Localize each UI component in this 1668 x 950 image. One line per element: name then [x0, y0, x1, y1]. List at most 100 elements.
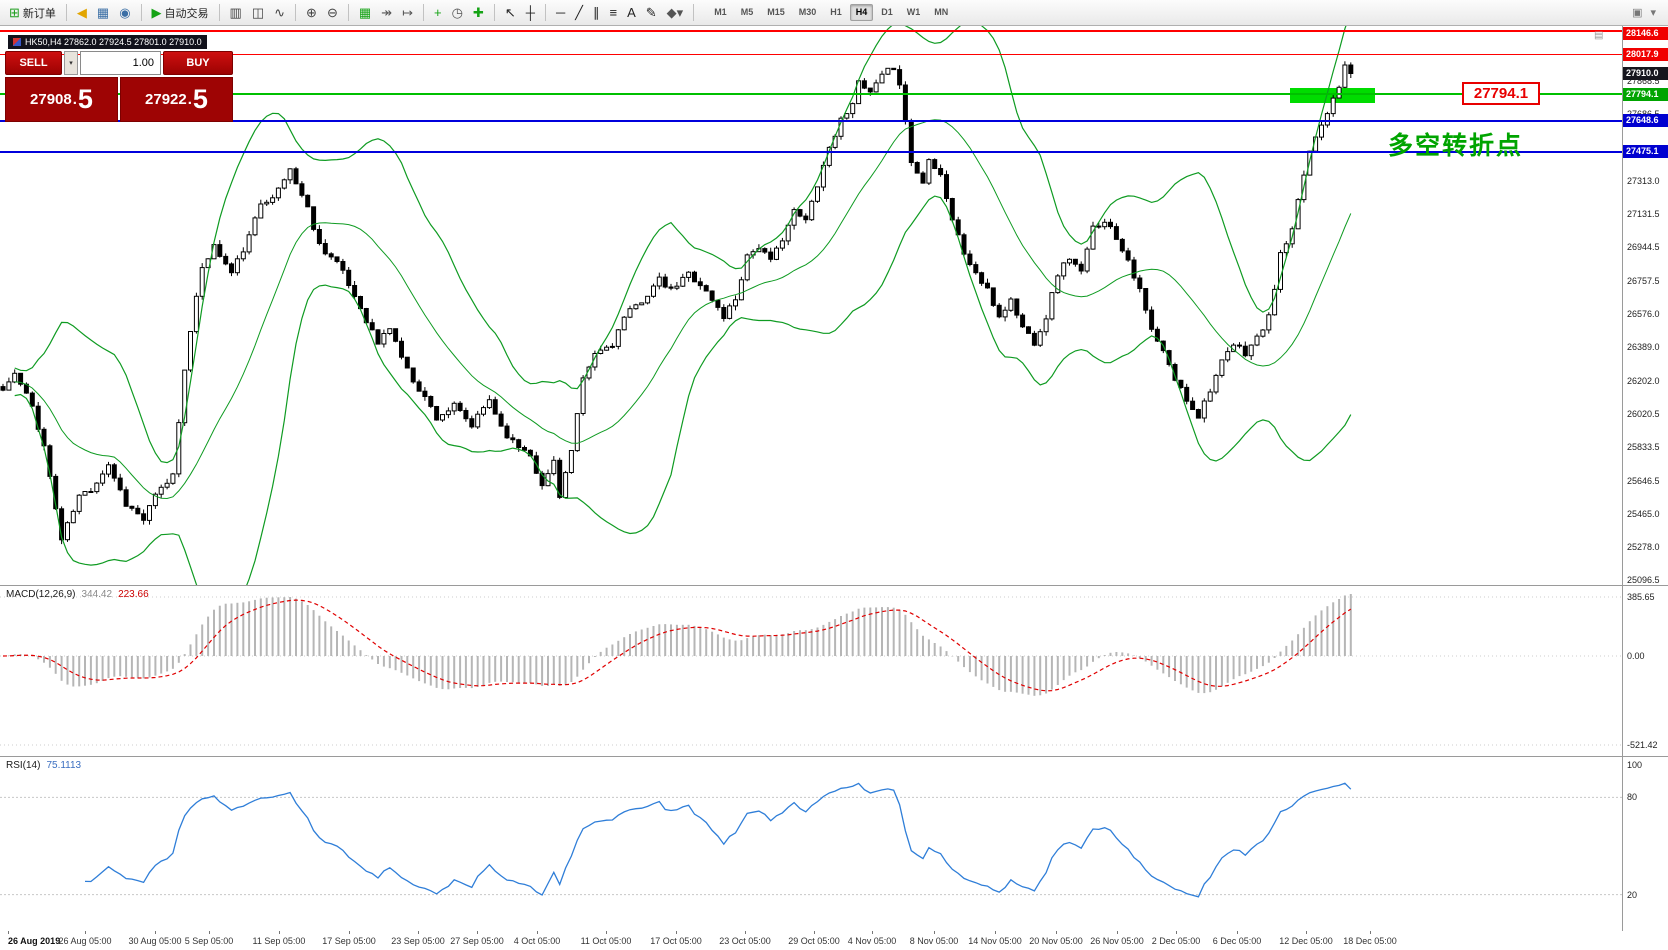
rsi-value: 75.1113 [46, 760, 82, 771]
time-axis[interactable]: 26 Aug 2019 26 Aug 05:00 30 Aug 05:00 5 Sep… [0, 931, 1668, 950]
time-label: 26 Nov 05:00 [1090, 936, 1144, 946]
price-tick: 25465.0 [1627, 508, 1660, 519]
navigator-icon-glyph: ◉ [119, 5, 131, 20]
auto-scroll-icon-glyph: ↠ [381, 5, 393, 20]
time-label: 14 Nov 05:00 [968, 936, 1022, 946]
resistance-line-lower[interactable] [0, 53, 1622, 55]
price-tick: 27313.0 [1627, 176, 1660, 186]
candlestick-chart-icon[interactable]: ◫ [247, 2, 269, 23]
auto-scroll-icon[interactable]: ↠ [376, 2, 397, 23]
price-axis[interactable]: 27313.0 27131.5 26944.5 26757.5 26576.0 26389… [1622, 0, 1668, 950]
price-chart-pane[interactable] [0, 26, 1622, 585]
cursor-icon[interactable]: ↖ [500, 2, 521, 23]
time-tick [1056, 931, 1057, 934]
rsi-axis-tick: 80 [1627, 792, 1638, 803]
rsi-line [84, 782, 1352, 898]
new-chart-icon-glyph: + [433, 5, 442, 20]
buy-button[interactable]: BUY [163, 51, 233, 75]
autotrading-button[interactable]: ▶ 自动交易 [147, 2, 214, 23]
tile-windows-icon[interactable]: ▦ [354, 2, 376, 23]
macd-pane[interactable] [0, 586, 1622, 756]
label-tool-icon[interactable]: ✎ [641, 2, 662, 23]
chart-shift-icon[interactable]: ↦ [397, 2, 418, 23]
volume-input[interactable] [80, 51, 161, 75]
timeframe-m1[interactable]: M1 [714, 7, 727, 17]
zoom-in-icon[interactable]: ⊕ [301, 2, 322, 23]
zoom-out-icon[interactable]: ⊖ [322, 2, 343, 23]
line-chart-icon[interactable]: ∿ [269, 2, 290, 23]
price-tick: 26576.0 [1627, 308, 1660, 319]
autotrading-glyph: ▶ [151, 5, 162, 20]
toolbar: ⊞ 新订单 ◀ ▦ ◉ ▶ 自动交易 ▥ ◫ ∿ ⊕ ⊖ ▦ ↠ ↦ + ◷ ✚ ↖ ┼ ─ ╱ ∥ ≡ A ✎ ◆▾ M1 M5 M1… [0, 0, 1668, 26]
turning-point-line[interactable] [0, 93, 1622, 96]
toolbar-right-icons: ▣ ▾ [1632, 6, 1664, 19]
rsi-indicator-label: RSI(14) 75.1113 [6, 760, 81, 771]
timeframe-m5[interactable]: M5 [740, 7, 754, 17]
sell-button[interactable]: SELL [5, 51, 62, 75]
timeframe-m30[interactable]: M30 [798, 7, 817, 17]
toolbar-divider [65, 4, 67, 21]
timeframe-h4[interactable]: H4 [849, 4, 874, 21]
sell-price[interactable]: 27908. 5 [5, 77, 118, 122]
resistance-line-upper[interactable] [0, 30, 1622, 32]
price-tag-28017.9: 28017.9 [1623, 47, 1668, 61]
toolbar-divider [218, 4, 220, 21]
time-label: 30 Aug 05:00 [128, 936, 182, 946]
turning-point-annotation[interactable]: 多空转折点 [1388, 132, 1524, 160]
profiles-icon[interactable]: ◷ [447, 2, 468, 23]
timeframe-h1[interactable]: H1 [830, 7, 842, 17]
buy-price[interactable]: 27922. 5 [120, 77, 233, 122]
time-label: 29 Oct 05:00 [788, 936, 840, 946]
new-order-button-label: 新订单 [22, 7, 56, 20]
turning-point-zone[interactable] [1290, 88, 1375, 103]
timeframe-w1[interactable]: W1 [906, 7, 921, 17]
zone-price-label[interactable]: 27794.1 [1462, 82, 1540, 105]
time-tick [8, 931, 9, 934]
indicators-icon[interactable]: ✚ [468, 2, 489, 23]
shapes-tool-icon[interactable]: ◆▾ [662, 2, 689, 23]
time-tick [872, 931, 873, 934]
crosshair-icon[interactable]: ┼ [521, 2, 540, 23]
price-tick: 25278.0 [1627, 542, 1660, 553]
rsi-pane[interactable] [0, 757, 1622, 931]
pane-separator[interactable] [0, 756, 1668, 757]
time-tick [209, 931, 210, 934]
chart-title-text: HK50,H4 27862.0 27924.5 27801.0 27910.0 [25, 37, 202, 47]
support-line-lower[interactable] [0, 150, 1622, 153]
time-tick [537, 931, 538, 934]
new-order-button[interactable]: ⊞ 新订单 [4, 2, 61, 23]
timeframe-d1[interactable]: D1 [881, 7, 893, 17]
time-tick [155, 931, 156, 934]
candles [0, 61, 1354, 545]
time-label: 17 Oct 05:00 [650, 936, 702, 946]
trendline-tool-icon-glyph: ╱ [575, 5, 583, 20]
fibonacci-tool-icon[interactable]: ≡ [604, 2, 622, 23]
time-label: 17 Sep 05:00 [322, 936, 376, 946]
macd-signal-line [2, 599, 1352, 692]
channel-tool-icon-glyph: ∥ [592, 5, 600, 20]
navigator-icon[interactable]: ◉ [114, 2, 135, 23]
time-tick [418, 931, 419, 934]
time-tick [814, 931, 815, 934]
timeframe-m15[interactable]: M15 [767, 7, 785, 17]
bar-chart-icon[interactable]: ▥ [225, 2, 247, 23]
macd-histogram [7, 594, 1352, 696]
new-chart-icon[interactable]: + [429, 2, 447, 23]
market-watch-icon[interactable]: ▦ [92, 2, 114, 23]
channel-tool-icon[interactable]: ∥ [588, 2, 605, 23]
timeframe-mn[interactable]: MN [934, 7, 949, 17]
order-options-dropdown[interactable]: ▾ [64, 51, 78, 75]
docking-icon[interactable]: ▣ [1632, 7, 1643, 19]
hline-tool-icon[interactable]: ─ [551, 2, 570, 23]
toolbar-menu-icon[interactable]: ▾ [1650, 7, 1656, 19]
alert-icon[interactable]: ◀ [72, 2, 92, 23]
support-line-upper[interactable] [0, 119, 1622, 122]
toolbar-divider [140, 4, 142, 21]
trendline-tool-icon[interactable]: ╱ [570, 2, 588, 23]
market-watch-icon-glyph: ▦ [96, 5, 110, 20]
text-tool-icon[interactable]: A [622, 2, 641, 23]
cursor-icon-glyph: ↖ [504, 5, 516, 20]
pane-separator[interactable] [0, 585, 1668, 586]
label-tool-icon-glyph: ✎ [645, 5, 657, 20]
time-label: 27 Sep 05:00 [450, 936, 504, 946]
